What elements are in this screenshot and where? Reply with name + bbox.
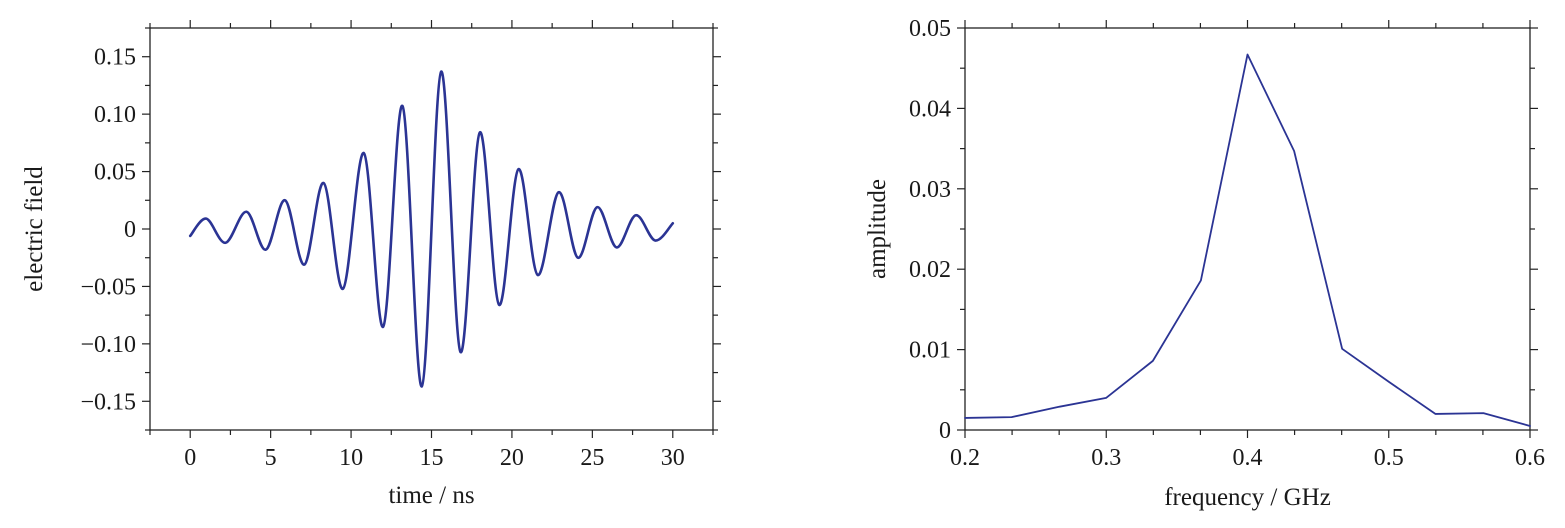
- y-tick-label: 0.02: [909, 257, 951, 283]
- x-tick-label: 0.2: [950, 445, 980, 471]
- y-tick-label: −0.05: [80, 274, 136, 300]
- x-tick-label: 15: [420, 445, 444, 471]
- y-tick-label: 0.05: [909, 16, 951, 42]
- x-tick-label: 30: [661, 445, 685, 471]
- frequency-spectrum-chart: 0.2 0.3 0.4 0.5 0.6 0 0.01 0.02 0.03 0.04 0.05 freq…: [864, 16, 1545, 511]
- x-tick-label: 0: [184, 445, 196, 471]
- y-tick-label: 0: [939, 418, 951, 444]
- y-axis-title: electric field: [21, 166, 48, 292]
- y-tick-label: −0.10: [80, 332, 136, 358]
- x-tick-label: 25: [580, 445, 604, 471]
- x-tick-label: 20: [500, 445, 524, 471]
- x-tick-label: 0.3: [1091, 445, 1121, 471]
- x-tick-label: 10: [339, 445, 363, 471]
- y-tick-label: 0.10: [94, 102, 136, 128]
- plot-frame: [964, 27, 1531, 431]
- y-tick-label: −0.15: [80, 389, 136, 415]
- y-tick-label: 0.15: [94, 45, 136, 71]
- y-tick-label: 0.05: [94, 160, 136, 186]
- x-tick-label: 0.6: [1515, 445, 1545, 471]
- y-tick-label: 0: [124, 217, 136, 243]
- series-line: [188, 70, 675, 388]
- y-tick-label: 0.01: [909, 338, 951, 364]
- y-tick-label: 0.04: [909, 96, 951, 122]
- x-tick-label: 0.4: [1233, 445, 1263, 471]
- x-tick-label: 5: [265, 445, 277, 471]
- y-tick-label: 0.03: [909, 177, 951, 203]
- series-line: [964, 53, 1531, 427]
- y-axis-title: amplitude: [864, 179, 891, 279]
- x-axis-title: frequency / GHz: [1164, 484, 1331, 511]
- x-tick-label: 0.5: [1374, 445, 1404, 471]
- x-axis-title: time / ns: [388, 482, 474, 509]
- time-domain-chart: 0 5 10 15 20 25 30 0.15 0.10 0.05 0 −0.05 −0.10 −0.15…: [21, 20, 721, 509]
